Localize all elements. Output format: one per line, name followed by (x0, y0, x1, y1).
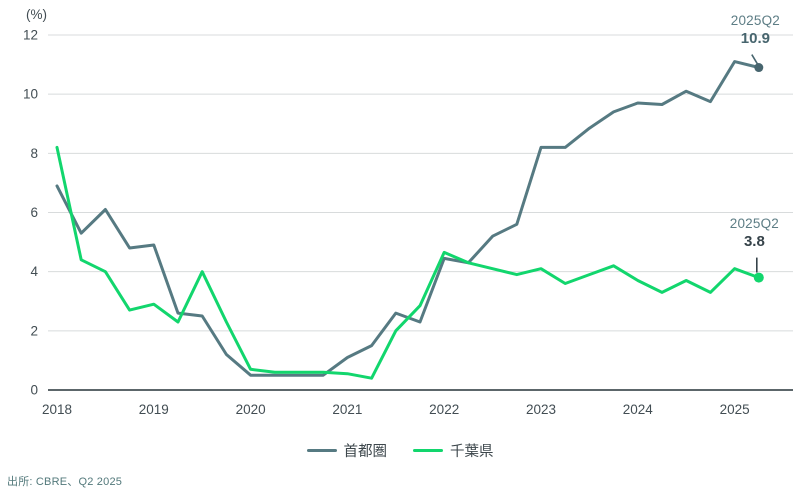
y-tick-label: 12 (23, 28, 38, 43)
y-tick-label: 4 (30, 264, 38, 279)
x-tick-label: 2025 (720, 402, 750, 417)
series-line-1 (55, 145, 761, 380)
legend-item-shutoken: 首都圏 (306, 440, 388, 461)
legend-line-swatch-shutoken (306, 449, 337, 452)
x-tick-label: 2020 (236, 402, 266, 417)
x-tick-label: 2018 (42, 402, 72, 417)
y-tick-label: 10 (23, 87, 38, 102)
y-tick-label: 0 (30, 383, 38, 398)
y-axis-unit-label: (%) (26, 7, 47, 22)
x-tick-label: 2024 (623, 402, 654, 417)
annotation-chiba-latest: 2025Q2 3.8 (730, 216, 779, 252)
chart-legend: 首都圏 千葉県 (0, 440, 800, 461)
legend-label: 千葉県 (450, 444, 494, 460)
x-tick-label: 2021 (332, 402, 362, 417)
legend-label: 首都圏 (343, 444, 388, 460)
annotation-leader-line (751, 54, 759, 65)
annotation-quarter-label: 2025Q2 (730, 13, 780, 28)
series-line-0 (55, 60, 761, 377)
legend-line-swatch-chiba (413, 449, 443, 452)
annotation-shutoken-latest: 2025Q2 10.9 (731, 13, 780, 49)
series-endpoint-dot-0 (754, 63, 764, 73)
y-tick-label: 8 (30, 146, 38, 161)
y-tick-label: 6 (30, 205, 38, 220)
y-tick-label: 2 (30, 323, 38, 338)
annotation-value: 3.8 (743, 232, 765, 250)
annotation-quarter-label: 2025Q2 (729, 216, 779, 231)
x-tick-label: 2019 (139, 402, 169, 417)
annotation-value: 10.9 (740, 29, 770, 47)
series-endpoint-dot-1 (753, 272, 764, 283)
legend-item-chiba: 千葉県 (413, 440, 494, 461)
x-tick-label: 2022 (429, 402, 459, 417)
source-note: 出所: CBRE、Q2 2025 (7, 476, 123, 488)
x-tick-label: 2023 (526, 402, 556, 417)
